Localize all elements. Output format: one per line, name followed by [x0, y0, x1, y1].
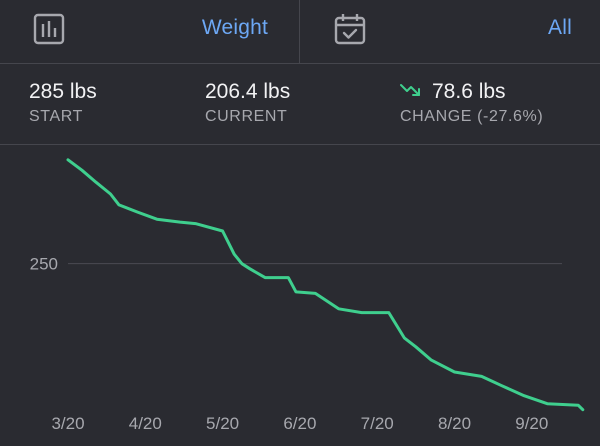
change-value-row: 78.6 lbs [400, 80, 543, 104]
current-value: 206.4 lbs [205, 80, 291, 103]
start-label: START [29, 108, 83, 125]
x-tick-label: 5/20 [206, 414, 239, 433]
selector-bar: Weight All [0, 0, 600, 63]
divider [0, 144, 600, 145]
change-label: CHANGE (-27.6%) [400, 108, 544, 125]
y-tick-label: 250 [30, 255, 58, 274]
range-value: All [548, 16, 572, 39]
x-tick-label: 4/20 [129, 414, 162, 433]
metric-selector[interactable]: Weight [0, 0, 300, 63]
change-value: 78.6 lbs [432, 80, 506, 103]
stats-row: 285 lbs START 206.4 lbs CURRENT 78.6 lbs… [0, 64, 600, 144]
x-tick-label: 7/20 [361, 414, 394, 433]
current-stat: 206.4 lbs CURRENT [205, 80, 290, 127]
x-tick-label: 8/20 [438, 414, 471, 433]
selector-divider [299, 0, 300, 63]
metric-value: Weight [201, 16, 268, 39]
weight-chart: 250 3/20 4/20 5/20 6/20 7/20 8/20 9/20 [0, 145, 600, 446]
current-label: CURRENT [205, 108, 288, 125]
range-selector[interactable]: All [300, 0, 600, 63]
x-tick-label: 9/20 [515, 414, 548, 433]
calendar-check-icon [334, 14, 366, 45]
start-value: 285 lbs [29, 80, 97, 103]
bar-chart-icon [33, 13, 65, 45]
divider [0, 63, 600, 64]
start-stat: 285 lbs START [29, 80, 97, 127]
change-stat: 78.6 lbs CHANGE (-27.6%) [400, 80, 543, 127]
weight-chart-svg: 250 3/20 4/20 5/20 6/20 7/20 8/20 9/20 [30, 158, 585, 433]
x-tick-label: 6/20 [283, 414, 316, 433]
x-tick-label: 3/20 [51, 414, 84, 433]
weight-series-line [66, 158, 585, 412]
trend-down-icon [400, 84, 420, 97]
